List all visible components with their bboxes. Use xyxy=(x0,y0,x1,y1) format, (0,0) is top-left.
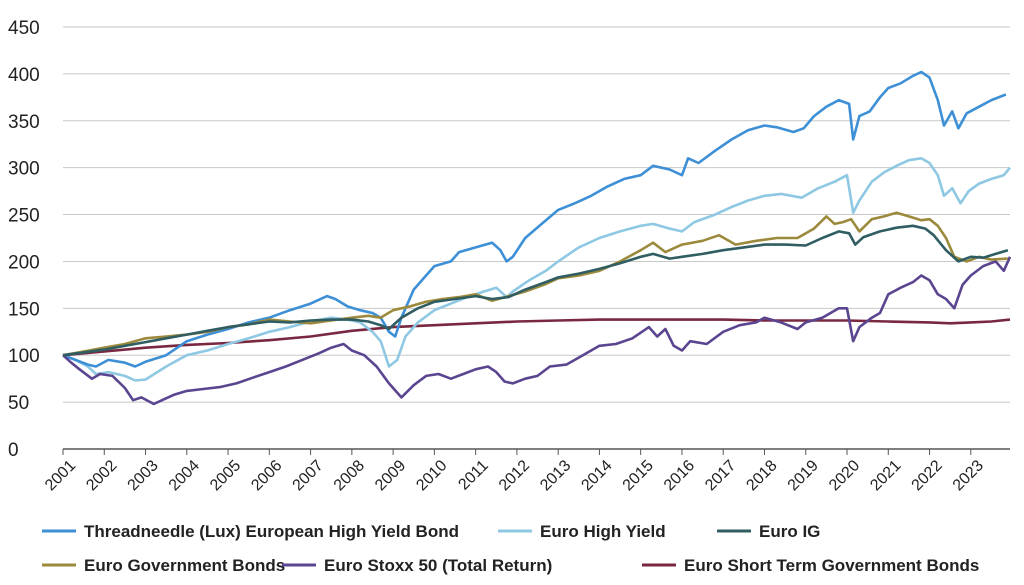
x-tick-label: 2018 xyxy=(743,457,780,494)
x-tick-label: 2014 xyxy=(578,457,615,494)
x-tick-label: 2009 xyxy=(372,457,409,494)
x-tick-label: 2012 xyxy=(496,457,533,494)
legend-label: Euro IG xyxy=(759,522,820,541)
y-tick-label: 300 xyxy=(8,159,40,180)
legend-label: Euro Government Bonds xyxy=(84,556,285,575)
y-axis-ticks: 0 50 100 150 200 250 300 350 400 450 xyxy=(8,18,40,461)
x-tick-label: 2013 xyxy=(537,457,574,494)
x-tick-label: 2004 xyxy=(166,457,203,494)
series-line xyxy=(62,224,1009,357)
y-tick-label: 150 xyxy=(8,299,40,320)
x-tick-label: 2003 xyxy=(125,457,162,494)
x-tick-label: 2005 xyxy=(207,457,244,494)
y-tick-label: 400 xyxy=(8,65,40,86)
x-tick-label: 2019 xyxy=(785,457,822,494)
x-tick-label: 2023 xyxy=(950,457,987,494)
series-line xyxy=(62,70,1007,368)
x-tick-label: 2007 xyxy=(290,457,327,494)
y-tick-label: 100 xyxy=(8,346,40,367)
legend-label: Euro High Yield xyxy=(540,522,666,541)
series-line xyxy=(62,211,1008,357)
series-lines xyxy=(62,70,1012,406)
y-tick-label: 450 xyxy=(8,18,40,39)
y-tick-label: 250 xyxy=(8,206,40,227)
x-tick-label: 2006 xyxy=(248,457,285,494)
x-tick-label: 2020 xyxy=(826,457,863,494)
x-tick-label: 2001 xyxy=(42,457,79,494)
series-line xyxy=(62,256,1012,406)
x-tick-label: 2017 xyxy=(702,457,739,494)
x-tick-label: 2016 xyxy=(661,457,698,494)
y-tick-label: 350 xyxy=(8,112,40,133)
legend: Threadneedle (Lux) European High Yield B… xyxy=(42,522,979,575)
x-tick-label: 2002 xyxy=(83,457,120,494)
x-tick-label: 2015 xyxy=(620,457,657,494)
legend-label: Threadneedle (Lux) European High Yield B… xyxy=(84,522,459,541)
y-tick-label: 200 xyxy=(8,252,40,273)
legend-label: Euro Short Term Government Bonds xyxy=(684,556,979,575)
x-tick-label: 2011 xyxy=(455,457,491,493)
y-tick-label: 0 xyxy=(8,440,19,461)
gridlines xyxy=(63,26,1010,403)
x-axis-ticks: 2001 2002 2003 2004 2005 2006 2007 2008 2009 2010… xyxy=(42,449,987,494)
x-tick-label: 2008 xyxy=(331,457,368,494)
legend-label: Euro Stoxx 50 (Total Return) xyxy=(324,556,552,575)
y-tick-label: 50 xyxy=(8,393,29,414)
x-tick-label: 2021 xyxy=(867,457,904,494)
x-tick-label: 2010 xyxy=(413,457,450,494)
x-tick-label: 2022 xyxy=(909,457,946,494)
series-line xyxy=(62,157,1012,382)
